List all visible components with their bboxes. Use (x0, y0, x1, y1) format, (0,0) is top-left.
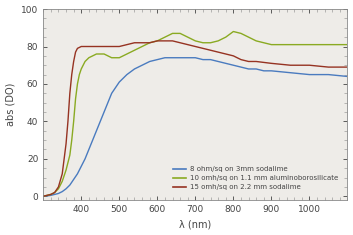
X-axis label: λ (nm): λ (nm) (179, 219, 211, 229)
Legend: 8 ohm/sq on 3mm sodalime, 10 omh/sq on 1.1 mm aluminoborosilicate, 15 omh/sq on : 8 ohm/sq on 3mm sodalime, 10 omh/sq on 1… (170, 164, 341, 193)
Y-axis label: abs (DO): abs (DO) (6, 83, 16, 126)
